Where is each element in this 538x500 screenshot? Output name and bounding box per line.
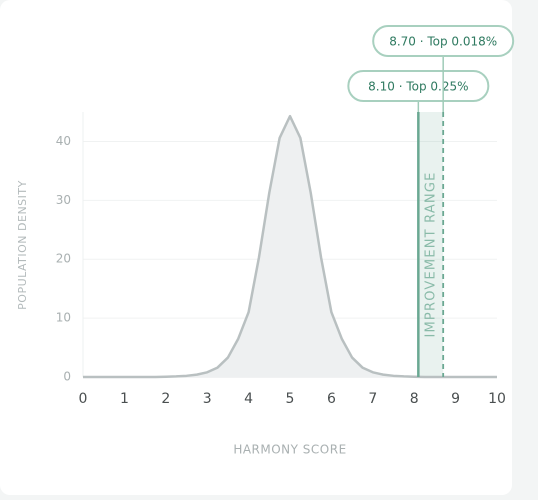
x-tick-label: 10 bbox=[488, 391, 506, 407]
x-tick-label: 4 bbox=[244, 391, 253, 407]
improvement-band bbox=[418, 112, 444, 377]
callout-box bbox=[372, 25, 515, 57]
x-tick-label: 8 bbox=[410, 391, 419, 407]
range-label: IMPROVEMENT RANGE bbox=[423, 171, 438, 337]
y-tick-label: 0 bbox=[63, 370, 71, 384]
curve bbox=[83, 114, 497, 379]
y-tick-label: 30 bbox=[56, 193, 71, 207]
area-fill bbox=[83, 116, 497, 378]
y-axis-label: POPULATION DENSITY bbox=[16, 180, 29, 310]
x-tick-label: 2 bbox=[161, 391, 170, 407]
x-axis-label: HARMONY SCORE bbox=[233, 443, 346, 457]
callout-label: 8.70 · Top 0.018% bbox=[389, 35, 497, 49]
callout-label: 8.10 · Top 0.25% bbox=[368, 80, 468, 94]
y-tick-label: 20 bbox=[56, 252, 71, 266]
callout-box bbox=[347, 70, 490, 102]
card bbox=[0, 0, 512, 495]
x-tick-label: 3 bbox=[203, 391, 212, 407]
x-tick-label: 1 bbox=[120, 391, 129, 407]
x-tick-label: 7 bbox=[368, 391, 377, 407]
x-tick-label: 5 bbox=[286, 391, 295, 407]
y-tick-label: 40 bbox=[56, 134, 71, 148]
y-tick-label: 10 bbox=[56, 311, 71, 325]
x-tick-label: 9 bbox=[451, 391, 460, 407]
x-tick-label: 6 bbox=[327, 391, 336, 407]
x-tick-label: 0 bbox=[79, 391, 88, 407]
